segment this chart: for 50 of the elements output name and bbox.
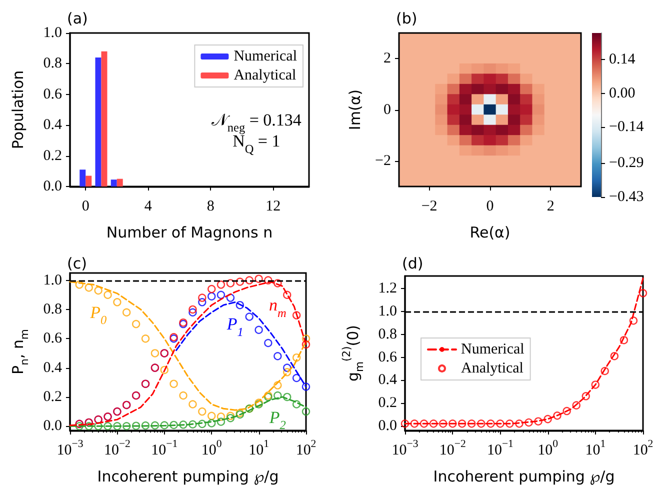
x-axis-title: Incoherent pumping ℘/g bbox=[97, 468, 279, 486]
y-tick-label: 0.2 bbox=[378, 395, 397, 412]
y-axis-title: Im(α) bbox=[346, 89, 364, 130]
chart-title: (c) bbox=[67, 254, 87, 272]
y-tick-label: 0.0 bbox=[378, 418, 397, 434]
x-tick-label: 4 bbox=[144, 198, 152, 214]
y-tick-label: 0.8 bbox=[43, 301, 62, 318]
color-bar-label: −0.29 bbox=[609, 155, 644, 172]
y-axis-title: gm(2)(0) bbox=[340, 324, 366, 382]
y-tick-label: 0.0 bbox=[43, 418, 62, 434]
color-bar-label: 0.00 bbox=[609, 85, 636, 102]
y-tick-label: 0.4 bbox=[378, 372, 398, 388]
y-tick-label: 0.6 bbox=[378, 349, 398, 366]
legend-label: Numerical bbox=[234, 48, 298, 64]
legend-label: Numerical bbox=[461, 341, 524, 358]
color-bar-label: −0.14 bbox=[609, 119, 644, 136]
y-axis-title: Population bbox=[9, 70, 27, 150]
chart-title: (d) bbox=[402, 254, 424, 272]
x-tick-label: 2 bbox=[546, 198, 554, 214]
x-tick-label: 8 bbox=[206, 198, 214, 214]
x-tick-label: 0 bbox=[82, 198, 90, 214]
x-tick-label: 0 bbox=[486, 198, 494, 214]
legend-label: Analytical bbox=[461, 360, 524, 376]
x-tick-label: −2 bbox=[421, 198, 438, 214]
y-tick-label: 0.2 bbox=[43, 148, 62, 164]
y-tick-label: 1.2 bbox=[378, 280, 397, 297]
y-axis-title: Pn, nm bbox=[9, 329, 31, 374]
x-axis-title: Incoherent pumping ℘/g bbox=[433, 468, 615, 486]
y-tick-label: 2 bbox=[384, 50, 391, 67]
y-tick-label: 1.0 bbox=[43, 25, 62, 41]
chart-title: (b) bbox=[396, 10, 418, 28]
y-tick-label: 0.2 bbox=[43, 388, 62, 405]
y-tick-label: 0 bbox=[384, 102, 391, 118]
y-tick-label: 0.4 bbox=[43, 117, 62, 134]
y-tick-label: 0.0 bbox=[43, 178, 62, 194]
x-tick-label: 12 bbox=[266, 198, 281, 214]
y-tick-label: 0.8 bbox=[378, 326, 397, 342]
x-axis-title: Re(α) bbox=[470, 224, 510, 242]
x-axis-title: Number of Magnons n bbox=[106, 224, 273, 242]
y-tick-label: 0.4 bbox=[43, 360, 62, 376]
y-tick-label: 0.8 bbox=[43, 56, 62, 72]
y-tick-label: −2 bbox=[375, 152, 391, 169]
chart-title: (a) bbox=[67, 10, 88, 28]
y-tick-label: 1.0 bbox=[378, 303, 397, 320]
y-tick-label: 0.6 bbox=[43, 86, 62, 102]
color-bar-label: 0.14 bbox=[609, 52, 636, 68]
legend-label: Analytical bbox=[234, 68, 296, 84]
y-tick-label: 0.6 bbox=[43, 330, 62, 347]
y-tick-label: 1.0 bbox=[43, 272, 62, 288]
color-bar-label: −0.43 bbox=[609, 189, 644, 205]
